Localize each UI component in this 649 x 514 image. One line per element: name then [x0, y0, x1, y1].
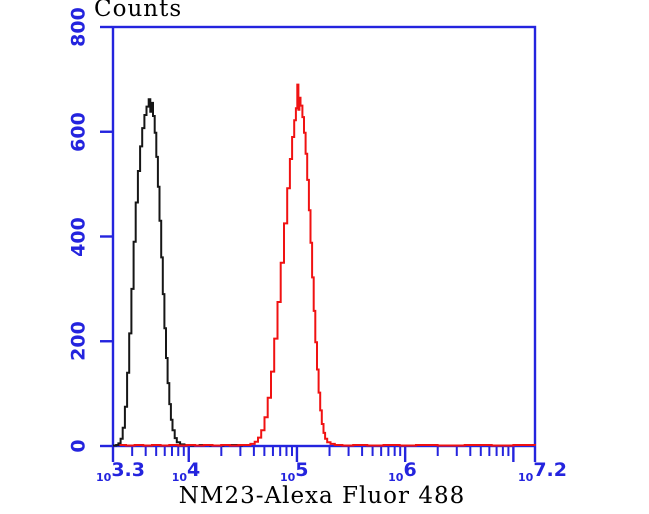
y-tick-label: 400	[67, 216, 90, 257]
x-tick-label-base: 10	[279, 471, 296, 484]
x-tick-label-exponent: 6	[403, 459, 417, 481]
x-tick-label-exponent: 5	[295, 459, 309, 481]
y-axis-title: Counts	[94, 0, 183, 22]
x-tick-label-base: 10	[518, 471, 534, 484]
x-tick-label-exponent: 4	[187, 459, 201, 481]
x-tick-label: 10 4	[171, 459, 201, 484]
x-tick-label: 10 3.3	[96, 459, 145, 484]
x-tick-label-base: 10	[388, 471, 404, 484]
x-tick-label-base: 10	[96, 471, 112, 484]
black-histogram-curve	[113, 98, 243, 447]
plot-border	[111, 25, 537, 448]
x-tick-label-exponent: 7.2	[533, 459, 567, 481]
red-histogram-curve	[119, 83, 536, 447]
x-tick-label: 10 5	[279, 459, 309, 484]
x-axis-title: NM23-Alexa Fluor 488	[178, 483, 466, 509]
x-tick-label-base: 10	[171, 471, 188, 484]
x-tick-label: 10 6	[388, 459, 417, 484]
y-tick-label: 600	[67, 111, 90, 152]
x-tick-label: 10 7.2	[518, 459, 567, 484]
y-tick-label: 800	[67, 7, 90, 47]
x-tick-label-exponent: 3.3	[111, 459, 145, 481]
y-tick-label: 200	[67, 321, 90, 362]
y-tick-label: 0	[67, 439, 90, 453]
